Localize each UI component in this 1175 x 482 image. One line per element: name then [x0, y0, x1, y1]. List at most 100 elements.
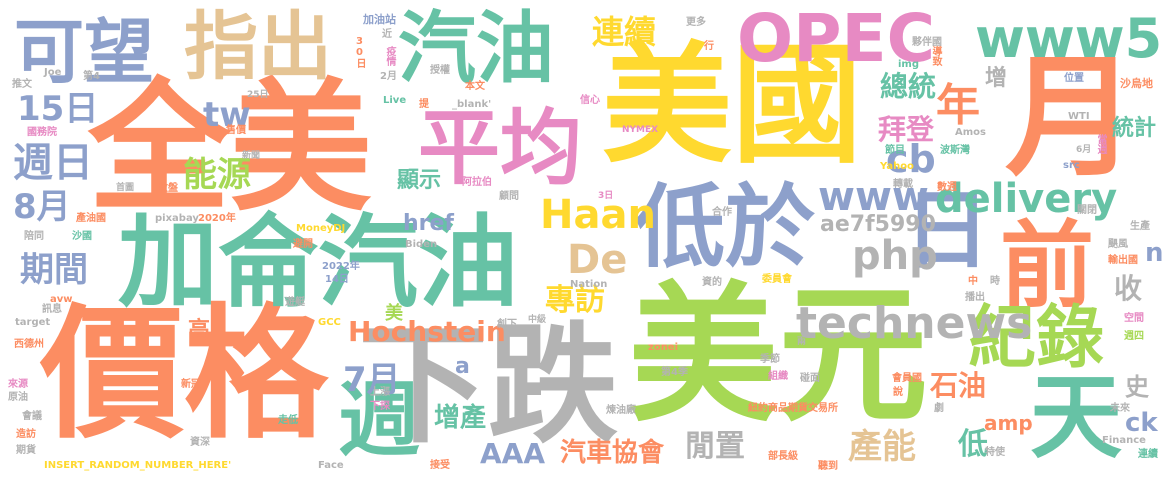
word-qi-che-xie-hui: 汽車協會 [560, 438, 665, 468]
word-xia-tan: 下探 [370, 401, 390, 412]
word-bi-kai: 避開 [293, 239, 313, 250]
word-jin: 近 [382, 29, 392, 40]
word-nian: 年 [936, 80, 980, 131]
word-dang-zhou: 當週 [1095, 134, 1106, 154]
word-xin-guan: 新冠 [181, 379, 201, 390]
word-sha-wu-di: 沙烏地 [1120, 77, 1153, 90]
word-ti: 提 [419, 99, 429, 110]
word-gu-wen: 顧問 [499, 191, 519, 202]
word-biden: Biden [405, 239, 438, 250]
word-geng-duo: 更多 [686, 17, 706, 28]
word-href: href [403, 211, 455, 236]
word-ri: 日 [904, 181, 990, 281]
word-shi-time: 時 [990, 276, 1000, 287]
word-jia-ge: 價格 [40, 290, 329, 458]
word-live: Live [383, 95, 407, 106]
word-bo-si-wan: 波斯灣 [940, 145, 970, 156]
word-gcc: GCC [318, 317, 341, 328]
word-zeng: 增 [985, 66, 1008, 91]
word-ae7f5990: ae7f5990 [820, 212, 936, 237]
word-yue: 月 [1005, 41, 1137, 195]
word-mei-yuan: 美元 [628, 269, 929, 443]
word-chan-neng: 產能 [848, 427, 916, 467]
word-lian-you-chang: 煉油廠 [606, 405, 636, 416]
word-wei-lai: 未來 [1110, 403, 1130, 414]
word-ck: ck [1125, 408, 1158, 438]
word-yuan-you: 原油 [8, 392, 28, 403]
word-yahoo: Yahoo [880, 161, 914, 172]
word-xin-xin: 信心 [580, 95, 600, 106]
word-tian: 天 [1030, 364, 1123, 471]
word-guan-bi: 關閉 [1077, 205, 1097, 216]
word-ju: 劇 [934, 403, 944, 414]
word-ji-lu: 紀錄 [968, 299, 1105, 378]
word-di: 低 [958, 427, 988, 462]
word-wei-yuan-hui: 委員會 [762, 274, 792, 285]
word-mei-guo: 美國 [602, 29, 863, 181]
word-quan-mei: 全美 [88, 66, 372, 231]
word-xun-xi: 訊息 [42, 304, 62, 315]
word-zhou-ri: 週日 [13, 140, 93, 186]
word-pei-tong: 陪同 [24, 231, 44, 242]
word-7-yue: 7月 [343, 360, 401, 400]
word-ju-feng: 颶風 [1108, 239, 1128, 250]
word-a: a [455, 354, 470, 379]
word-zhong-ji: 中級 [528, 315, 547, 325]
word-cb: cb [886, 137, 936, 181]
word-huo-ban-guo: 夥伴國 [912, 37, 942, 48]
word-zi-de: 資的 [702, 277, 722, 288]
word-shou: 收 [1114, 272, 1143, 305]
word-nymex: NYMEX [622, 125, 659, 135]
word-guo-wu-yuan: 國務院 [27, 127, 57, 138]
word-te-shi: 特使 [985, 447, 1005, 458]
word-he-zuo: 合作 [712, 207, 732, 218]
word-ping-jun: 平均 [418, 101, 583, 196]
word-xia-die: 下跌 [358, 309, 619, 461]
word-opec: OPEC [737, 0, 935, 77]
word-sha-guo: 沙國 [72, 231, 92, 242]
word-shou-pan: 收盤 [158, 183, 178, 194]
word-2020-nian: 2020年 [198, 213, 236, 224]
word-tw: tw [203, 95, 251, 135]
word-n: n [1145, 238, 1164, 268]
word-wei-zhi: 位置 [1064, 73, 1084, 84]
word-lian-xu: 連續 [592, 13, 657, 51]
word-avw: avw [50, 294, 73, 305]
word-peng-mian: 碰面 [800, 373, 820, 384]
word-zhi-chu: 指出 [184, 4, 332, 90]
word-neng-yuan: 能源 [183, 155, 251, 195]
word-30-ri: 30日 [354, 36, 365, 68]
word-gao: 高 [188, 318, 211, 343]
word-nymex-cn: 紐約商品期貨交易所 [748, 403, 838, 414]
word-bai-deng: 拜登 [878, 113, 935, 146]
word-shang-zhang: 上漲 [370, 387, 390, 398]
word-ji-jie: 季節 [760, 354, 780, 365]
word-jie-shou: 接受 [430, 460, 450, 471]
word-xing: 行 [704, 41, 714, 52]
word-di-yu: 低於 [635, 175, 815, 280]
word-14-ri: 14日 [325, 274, 349, 285]
word-liang: 兩 [797, 337, 807, 347]
word-lai-yuan: 來源 [8, 379, 28, 390]
word-di-4: 第4 [83, 71, 100, 82]
word-amos: Amos [955, 127, 986, 138]
word-2022-nian: 2022年 [322, 261, 360, 272]
word-shu-zhou: 數週 [937, 182, 957, 193]
word-qi-jian: 期間 [20, 250, 88, 290]
word-8-yue: 8月 [13, 187, 71, 227]
word-zhuan-fang: 專訪 [545, 283, 605, 318]
word-bu-zhang-ji: 部長級 [768, 451, 798, 462]
word-zeng-chan: 增產 [434, 403, 487, 433]
word-ben-wen: 本文 [465, 81, 485, 92]
word-you-ting: 遊艇 [285, 297, 305, 308]
word-hui-yi: 會議 [22, 411, 42, 422]
word-zhou-si: 週四 [1124, 331, 1144, 342]
word-zao-fang: 造訪 [16, 429, 36, 440]
word-tui-wen: 推文 [12, 79, 32, 90]
word-finance: Finance [1102, 435, 1146, 446]
word-de: De [567, 237, 628, 283]
word-img: img [898, 59, 920, 70]
word-qian: 前 [1000, 212, 1095, 321]
word-shuo: 說 [893, 387, 903, 398]
